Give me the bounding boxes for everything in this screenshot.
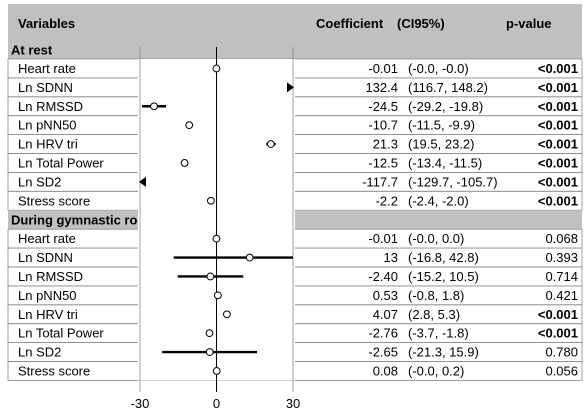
p-value: <0.001 — [538, 155, 578, 170]
row-label: Ln SD2 — [18, 345, 61, 360]
ci-value: (-0.0, 0.2) — [408, 363, 464, 378]
ci-value: (-21.3, 15.9) — [408, 345, 479, 360]
offscale-arrow — [287, 82, 294, 93]
coefficient-value: -0.01 — [368, 61, 398, 76]
coefficient-value: -24.5 — [368, 99, 398, 114]
row-label: Ln pNN50 — [18, 288, 77, 303]
header-ci: (CI95%) — [397, 16, 445, 31]
row-label: Ln HRV tri — [18, 137, 78, 152]
ci-value: (-13.4, -11.5) — [408, 155, 482, 170]
row-label: Ln RMSSD — [18, 99, 83, 114]
coefficient-value: -2.76 — [368, 326, 398, 341]
point-estimate — [212, 64, 221, 73]
row-label: Ln SDNN — [18, 250, 73, 265]
ci-value: (116.7, 148.2) — [408, 80, 488, 95]
p-value: <0.001 — [538, 137, 578, 152]
point-estimate — [266, 140, 275, 148]
coefficient-value: 4.07 — [373, 307, 398, 322]
point-estimate — [205, 329, 214, 338]
x-tick-label: 30 — [286, 396, 300, 411]
p-value: 0.393 — [545, 250, 578, 265]
point-estimate — [212, 367, 221, 375]
ci-value: (-0.8, 1.8) — [408, 288, 464, 303]
p-value: <0.001 — [538, 307, 578, 322]
coefficient-value: -2.65 — [368, 345, 398, 360]
ci-value: (-0.0, -0.0) — [408, 61, 469, 76]
ci-value: (-11.5, -9.9) — [408, 118, 475, 133]
row-label: Ln SDNN — [18, 80, 73, 95]
p-value: <0.001 — [538, 61, 578, 76]
row-label: Heart rate — [18, 231, 76, 246]
coefficient-value: 0.53 — [373, 288, 398, 303]
point-estimate — [212, 234, 221, 243]
point-estimate — [185, 121, 194, 130]
p-value: <0.001 — [538, 326, 578, 341]
point-estimate — [180, 159, 189, 167]
p-value: <0.001 — [538, 99, 578, 114]
header-coefficient: Coefficient — [316, 16, 384, 31]
coefficient-value: -0.01 — [368, 231, 398, 246]
row-label: Ln RMSSD — [18, 269, 83, 284]
plot-axis: -30 0 30 — [131, 47, 300, 411]
row-label: Stress score — [18, 363, 90, 378]
coefficient-value: 21.3 — [373, 137, 398, 152]
point-estimate — [245, 253, 254, 262]
row-label: Ln pNN50 — [18, 118, 77, 133]
ci-value: (-129.7, -105.7) — [408, 174, 498, 189]
point-estimate — [222, 310, 231, 319]
ci-value: (-15.2, 10.5) — [408, 269, 479, 284]
row-label: Ln HRV tri — [18, 307, 78, 322]
ci-value: (-29.2, -19.8) — [408, 99, 483, 114]
row-label: Stress score — [18, 193, 90, 208]
p-value: 0.056 — [545, 363, 578, 378]
header-pvalue: p-value — [506, 16, 552, 31]
coefficient-value: 0.08 — [373, 363, 398, 378]
coefficient-value: 13 — [384, 250, 398, 265]
section-title: At rest — [11, 43, 53, 58]
point-estimate — [205, 348, 214, 356]
header-variables: Variables — [18, 16, 75, 31]
ci-value: (-2.4, -2.0) — [408, 193, 469, 208]
coefficient-value: -2.2 — [376, 193, 398, 208]
p-value: 0.068 — [545, 231, 578, 246]
coefficient-value: -10.7 — [368, 118, 398, 133]
row-label: Ln Total Power — [18, 155, 104, 170]
coefficient-value: 132.4 — [365, 80, 398, 95]
point-estimate — [213, 291, 222, 300]
p-value: <0.001 — [538, 174, 578, 189]
ci-value: (-3.7, -1.8) — [408, 326, 469, 341]
point-estimate — [206, 196, 215, 205]
p-value: 0.780 — [545, 345, 578, 360]
row-label: Ln Total Power — [18, 326, 104, 341]
x-tick-label: -30 — [131, 396, 150, 411]
row-label: Heart rate — [18, 61, 76, 76]
point-estimate — [206, 272, 215, 281]
coefficient-value: -12.5 — [368, 155, 398, 170]
section-band — [8, 40, 582, 59]
point-estimate — [150, 102, 158, 111]
p-value: 0.421 — [545, 288, 578, 303]
p-value: 0.714 — [545, 269, 578, 284]
header-band — [8, 4, 582, 40]
ci-value: (19.5, 23.2) — [408, 137, 475, 152]
p-value: <0.001 — [538, 118, 578, 133]
coefficient-value: -2.40 — [368, 269, 398, 284]
offscale-arrow — [139, 176, 146, 187]
ci-value: (2.8, 5.3) — [408, 307, 460, 322]
ci-value: (-16.8, 42.8) — [408, 250, 479, 265]
table-body: At rest Heart rate -0.01 (-0.0, -0.0) <0.001… — [7, 40, 583, 381]
x-tick-label: 0 — [213, 396, 220, 411]
coefficient-value: -117.7 — [362, 174, 398, 189]
p-value: <0.001 — [538, 80, 578, 95]
p-value: <0.001 — [538, 193, 578, 208]
row-label: Ln SD2 — [18, 174, 61, 189]
ci-value: (-0.0, 0.0) — [408, 231, 464, 246]
